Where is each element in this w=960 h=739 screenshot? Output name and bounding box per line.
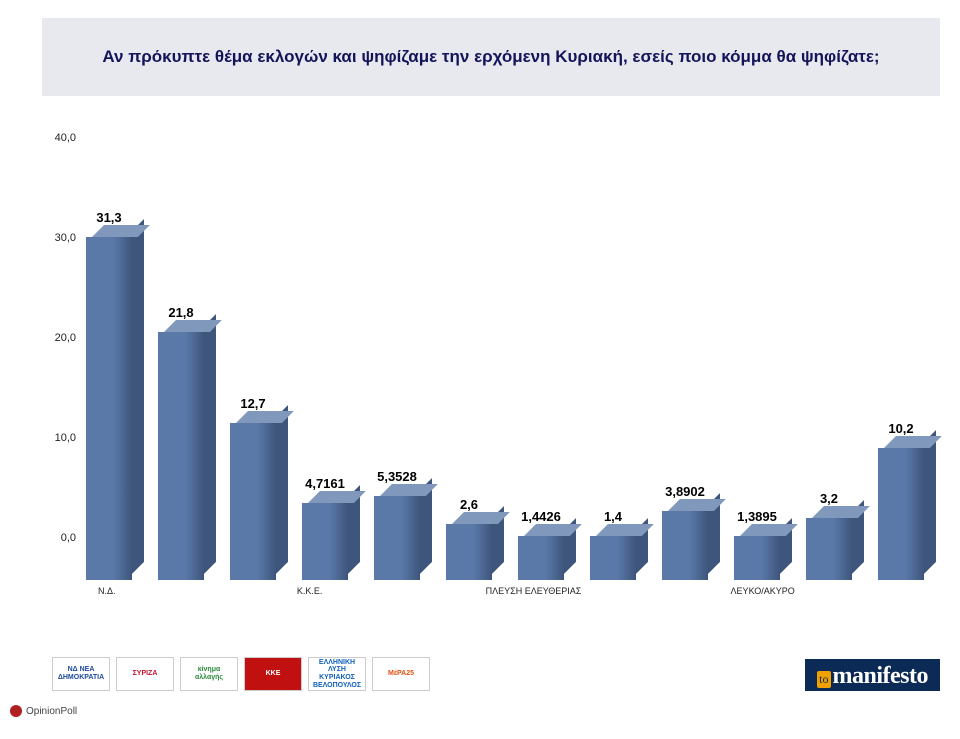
y-axis: 0,010,020,030,040,0: [40, 150, 80, 580]
bar: 4,7161: [296, 150, 354, 580]
bar-value-label: 1,3895: [737, 509, 777, 524]
bar-value-label: 2,6: [460, 497, 478, 512]
party-logos-row: ΝΔ ΝΕΑ ΔΗΜΟΚΡΑΤΙΑΣΥΡΙΖΑκίνημα αλλαγήςΚΚΕ…: [52, 657, 430, 691]
x-axis-label: ΠΛΕΥΣΗ ΕΛΕΥΘΕΡΙΑΣ: [486, 586, 582, 596]
x-axis-label: Κ.Κ.Ε.: [283, 586, 337, 596]
x-axis-label: Ν.Δ.: [80, 586, 134, 596]
source-manifesto: to manifesto: [805, 659, 940, 691]
y-tick: 20,0: [55, 332, 76, 344]
x-axis-label: [350, 586, 404, 596]
party-logo: ΝΔ ΝΕΑ ΔΗΜΟΚΡΑΤΙΑ: [52, 657, 110, 691]
party-logo: ΚΚΕ: [244, 657, 302, 691]
x-axis-label: [809, 586, 863, 596]
bar: 3,2: [800, 150, 858, 580]
bar: 12,7: [224, 150, 282, 580]
x-axis-label: [876, 586, 930, 596]
y-tick: 0,0: [61, 532, 76, 544]
party-logo: κίνημα αλλαγής: [180, 657, 238, 691]
chart-title-text: Αν πρόκυπτε θέμα εκλογών και ψηφίζαμε τη…: [102, 47, 879, 67]
party-logo: ΜέΡΑ25: [372, 657, 430, 691]
bars-container: 31,3 21,8 12,7 4,7161 5,3528 2,6 1,4426 1,4 3,89…: [80, 150, 930, 580]
bar-value-label: 3,2: [820, 491, 838, 506]
x-axis-label: [595, 586, 649, 596]
party-logo: ΣΥΡΙΖΑ: [116, 657, 174, 691]
y-tick: 10,0: [55, 432, 76, 444]
bar-value-label: 10,2: [888, 421, 913, 436]
bar-value-label: 12,7: [240, 396, 265, 411]
x-axis-label: [148, 586, 202, 596]
chart-title: Αν πρόκυπτε θέμα εκλογών και ψηφίζαμε τη…: [42, 18, 940, 96]
x-axis-label: [215, 586, 269, 596]
y-tick: 40,0: [55, 132, 76, 144]
bar-value-label: 3,8902: [665, 484, 705, 499]
bar: 5,3528: [368, 150, 426, 580]
bar-value-label: 5,3528: [377, 469, 417, 484]
opinionpoll-icon: [10, 705, 22, 717]
chart-area: 0,010,020,030,040,0 31,321,812,74,71615,…: [80, 150, 930, 580]
bar-value-label: 1,4426: [521, 509, 561, 524]
bar-value-label: 31,3: [96, 210, 121, 225]
opinionpoll-label: OpinionPoll: [26, 706, 77, 717]
x-axis-labels: Ν.Δ. Κ.Κ.Ε. ΠΛΕΥΣΗ ΕΛΕΥΘΕΡΙΑΣ ΛΕΥΚΟ/ΑΚΥΡΟ: [80, 586, 930, 596]
bar: 3,8902: [656, 150, 714, 580]
bar-value-label: 21,8: [168, 305, 193, 320]
bar: 1,4: [584, 150, 642, 580]
bar: 10,2: [872, 150, 930, 580]
y-tick: 30,0: [55, 232, 76, 244]
bar: 1,3895: [728, 150, 786, 580]
bar: 1,4426: [512, 150, 570, 580]
bar-value-label: 1,4: [604, 509, 622, 524]
manifesto-prefix: to: [817, 671, 830, 688]
party-logo: ΕΛΛΗΝΙΚΗ ΛΥΣΗ ΚΥΡΙΑΚΟΣ ΒΕΛΟΠΟΥΛΟΣ: [308, 657, 366, 691]
x-axis-label: [663, 586, 717, 596]
x-axis-label: ΛΕΥΚΟ/ΑΚΥΡΟ: [731, 586, 795, 596]
bar-value-label: 4,7161: [305, 476, 345, 491]
manifesto-main: manifesto: [833, 663, 928, 690]
bar: 31,3: [80, 150, 138, 580]
bar: 2,6: [440, 150, 498, 580]
bar: 21,8: [152, 150, 210, 580]
x-axis-label: [418, 586, 472, 596]
source-opinionpoll: OpinionPoll: [10, 705, 77, 717]
